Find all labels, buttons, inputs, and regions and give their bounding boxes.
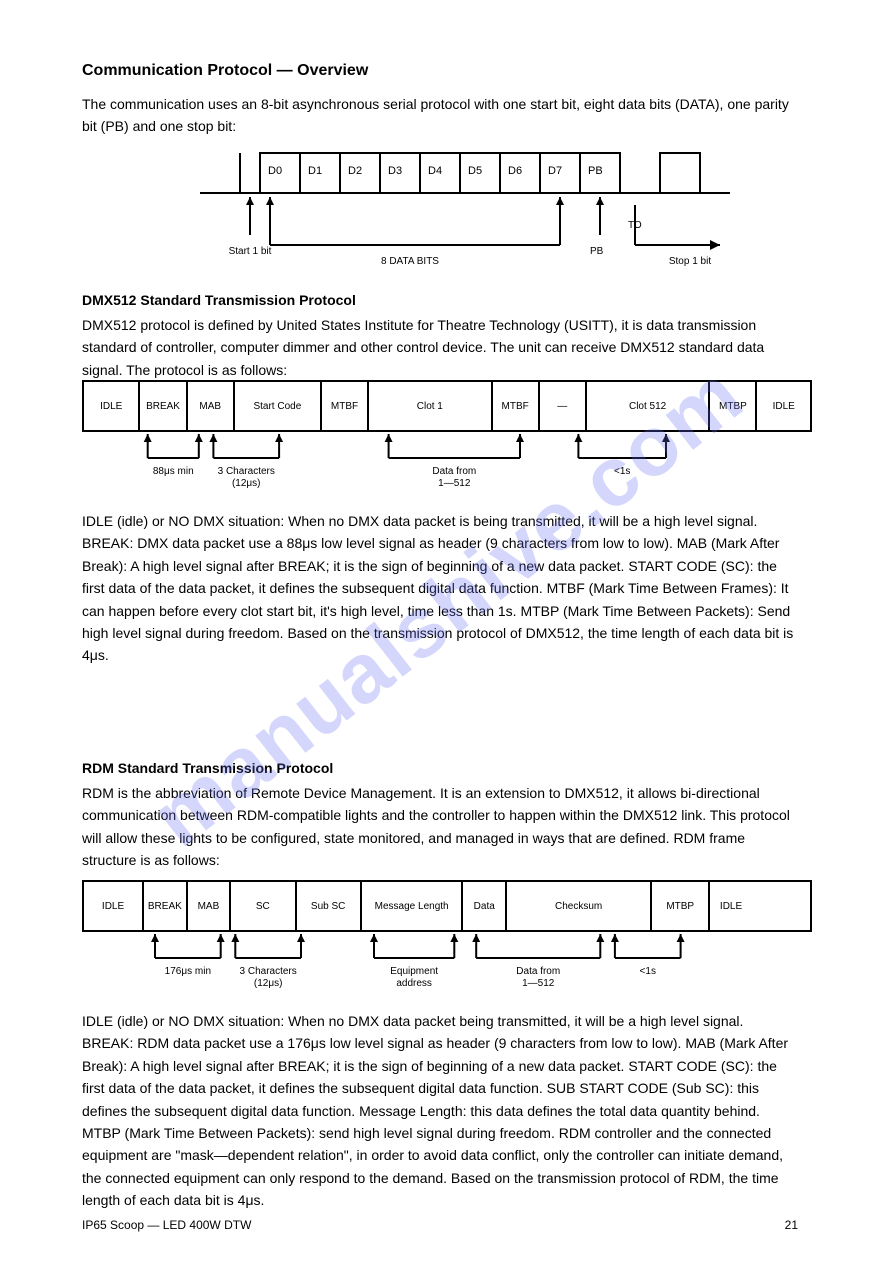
dmx-frame-row: IDLEBREAKMABStart CodeMTBFClot 1MTBF—Clo… [82,380,812,432]
footer-right: 21 [785,1218,798,1232]
svg-text:Equipmentaddress: Equipmentaddress [390,966,438,989]
dmx-brackets: 88μs min 3 Characters(12μs) Data from1—512… [82,432,812,502]
bit-d4: D4 [428,165,442,177]
bit-d5: D5 [468,165,482,177]
svg-text:<1s: <1s [640,966,656,977]
svg-text:Data from1—512: Data from1—512 [516,966,560,989]
bit-stop: Stop 1 bit [645,256,735,267]
rdm-brackets: 176μs min 3 Characters(12μs) Equipmentaddr… [82,932,812,1002]
bit-d6: D6 [508,165,522,177]
bit-start: Start 1 bit [215,246,285,257]
frame-cell: MAB [186,382,233,430]
header-paragraph: The communication uses an 8-bit asynchro… [82,93,798,138]
svg-text:88μs min: 88μs min [153,466,194,477]
bit-d1: D1 [308,165,322,177]
frame-cell: BREAK [138,382,185,430]
frame-cell: Clot 1 [367,382,490,430]
frame-cell: Sub SC [295,882,360,930]
frame-cell: MTBF [491,382,538,430]
frame-cell: BREAK [142,882,186,930]
rdm-desc: IDLE (idle) or NO DMX situation: When no… [82,1010,798,1212]
bit-d2: D2 [348,165,362,177]
dmx-paragraph: DMX512 protocol is defined by United Sta… [82,314,798,381]
dmx-desc: IDLE (idle) or NO DMX situation: When no… [82,510,798,667]
frame-cell: Clot 512 [585,382,708,430]
svg-text:176μs min: 176μs min [165,966,211,977]
frame-cell: Message Length [360,882,462,930]
frame-cell: Start Code [233,382,320,430]
frame-cell: MAB [186,882,230,930]
frame-cell: MTBP [650,882,708,930]
svg-text:3 Characters(12μs): 3 Characters(12μs) [218,466,275,489]
frame-cell: MTBF [320,382,367,430]
footer-left: IP65 Scoop — LED 400W DTW [82,1218,251,1232]
frame-cell: SC [229,882,294,930]
frame-cell: IDLE [84,382,138,430]
frame-cell: Data [461,882,505,930]
bit-note: 8 DATA BITS [340,256,480,267]
bit-to: TO [628,220,642,231]
svg-text:<1s: <1s [614,466,630,477]
frame-cell: IDLE [708,882,752,930]
header-title: Communication Protocol — Overview [82,62,368,80]
svg-text:3 Characters(12μs): 3 Characters(12μs) [240,966,297,989]
frame-cell: IDLE [84,882,142,930]
bit-d7: D7 [548,165,562,177]
rdm-paragraph: RDM is the abbreviation of Remote Device… [82,782,798,872]
dmx-title: DMX512 Standard Transmission Protocol [82,292,356,308]
frame-cell: Checksum [505,882,650,930]
svg-text:Data from1—512: Data from1—512 [432,466,476,489]
rdm-title: RDM Standard Transmission Protocol [82,760,333,776]
bit-pb: PB [588,165,603,177]
frame-cell: IDLE [755,382,809,430]
frame-cell: — [538,382,585,430]
bit-pb-lbl: PB [590,246,603,257]
rdm-frame-row: IDLEBREAKMABSCSub SCMessage LengthDataCh… [82,880,812,932]
bit-d3: D3 [388,165,402,177]
bit-d0: D0 [268,165,282,177]
frame-cell: MTBP [708,382,755,430]
